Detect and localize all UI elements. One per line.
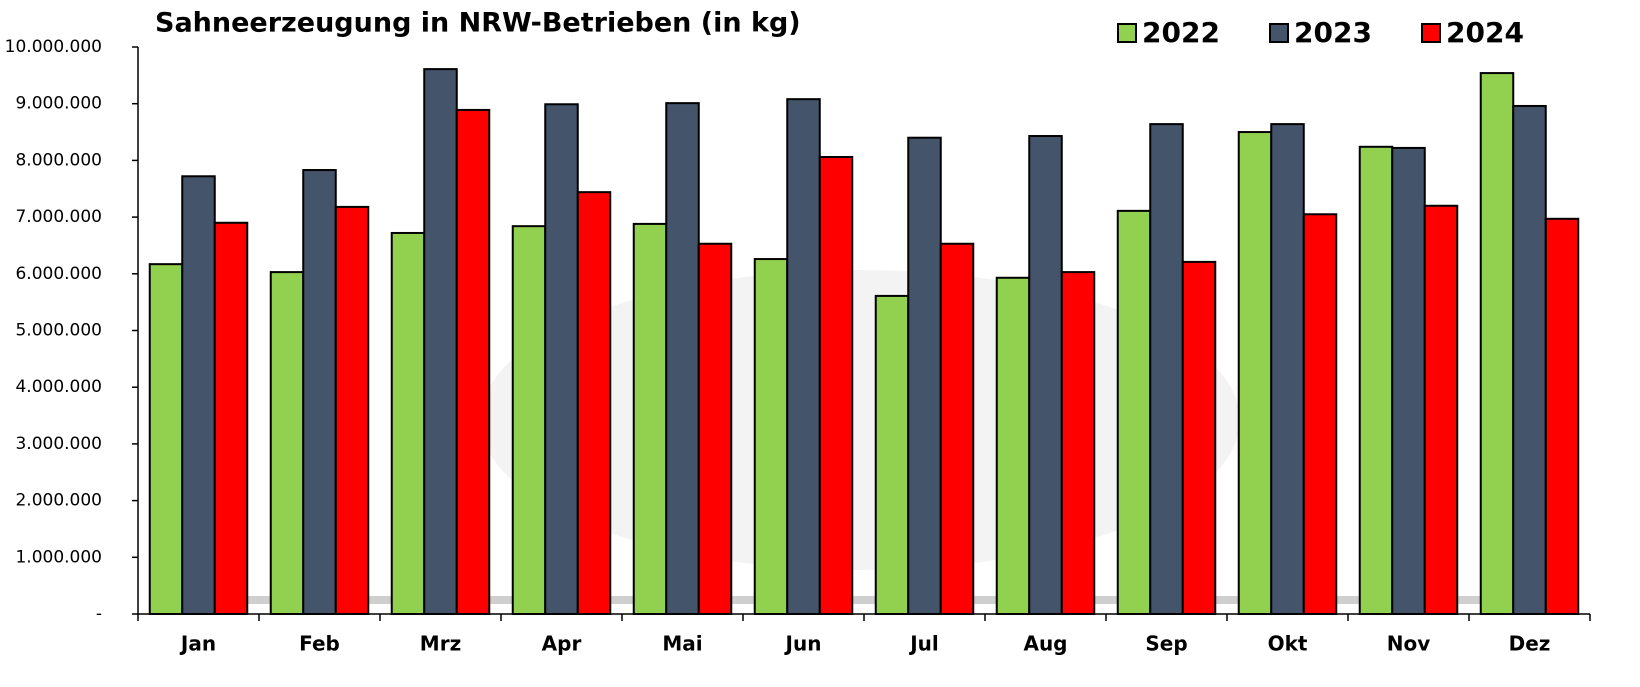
- bar: [1304, 214, 1337, 614]
- bar: [1392, 148, 1425, 614]
- bar: [908, 138, 941, 614]
- x-tick-label: Nov: [1387, 632, 1431, 656]
- bar: [424, 69, 457, 614]
- legend-label: 2024: [1446, 16, 1524, 49]
- x-tick-label: Feb: [299, 632, 340, 656]
- bar: [755, 259, 788, 614]
- bar: [392, 233, 425, 614]
- legend-swatch: [1118, 24, 1136, 42]
- y-tick-label: 9.000.000: [15, 94, 102, 114]
- bar: [1513, 106, 1546, 614]
- bar: [1183, 262, 1216, 614]
- legend-label: 2022: [1142, 16, 1220, 49]
- y-tick-label: -: [96, 604, 102, 624]
- bar: [1271, 124, 1304, 614]
- bar: [1239, 132, 1272, 614]
- x-tick-label: Okt: [1268, 632, 1308, 656]
- bar: [215, 223, 248, 614]
- x-tick-label: Mai: [662, 632, 702, 656]
- x-tick-label: Apr: [542, 632, 582, 656]
- bar: [699, 244, 732, 614]
- bar: [820, 157, 853, 614]
- x-tick-label: Dez: [1509, 632, 1551, 656]
- bar: [271, 272, 304, 614]
- bar: [666, 103, 699, 614]
- x-tick-label: Jul: [908, 632, 939, 656]
- bar: [1546, 219, 1579, 614]
- page: Sahneerzeugung in NRW-Betrieben (in kg) …: [0, 0, 1640, 687]
- x-tick-label: Aug: [1023, 632, 1067, 656]
- x-tick-label: Mrz: [420, 632, 461, 656]
- bar: [787, 99, 820, 614]
- y-tick-label: 8.000.000: [15, 150, 102, 170]
- bar: [876, 296, 909, 614]
- bar: [513, 226, 546, 614]
- y-tick-label: 4.000.000: [15, 377, 102, 397]
- x-tick-label: Sep: [1145, 632, 1187, 656]
- legend-swatch: [1270, 24, 1288, 42]
- chart-title: Sahneerzeugung in NRW-Betrieben (in kg): [155, 8, 801, 39]
- chart: Sahneerzeugung in NRW-Betrieben (in kg) …: [0, 0, 1640, 687]
- legend-swatch: [1422, 24, 1440, 42]
- bar: [1425, 206, 1458, 614]
- bar: [941, 244, 974, 614]
- y-tick-label: 6.000.000: [15, 264, 102, 284]
- y-tick-label: 3.000.000: [15, 434, 102, 454]
- bar: [545, 104, 578, 614]
- bar: [1360, 147, 1393, 614]
- bar: [1062, 272, 1095, 614]
- bar: [1029, 136, 1062, 614]
- y-tick-label: 5.000.000: [15, 321, 102, 341]
- x-tick-label: Jun: [784, 632, 822, 656]
- y-tick-label: 1.000.000: [15, 547, 102, 567]
- bar: [1118, 211, 1151, 614]
- bar: [182, 176, 215, 614]
- y-tick-label: 7.000.000: [15, 207, 102, 227]
- bar: [150, 264, 183, 614]
- bar: [336, 207, 369, 614]
- bar: [1481, 73, 1514, 614]
- y-tick-label: 2.000.000: [15, 491, 102, 511]
- bar: [303, 170, 336, 614]
- bar: [457, 110, 490, 614]
- bar: [997, 278, 1030, 614]
- x-tick-label: Jan: [179, 632, 216, 656]
- legend-label: 2023: [1294, 16, 1372, 49]
- bar: [1150, 124, 1183, 614]
- bar: [578, 192, 611, 614]
- bar: [634, 224, 667, 614]
- y-tick-label: 10.000.000: [5, 37, 102, 57]
